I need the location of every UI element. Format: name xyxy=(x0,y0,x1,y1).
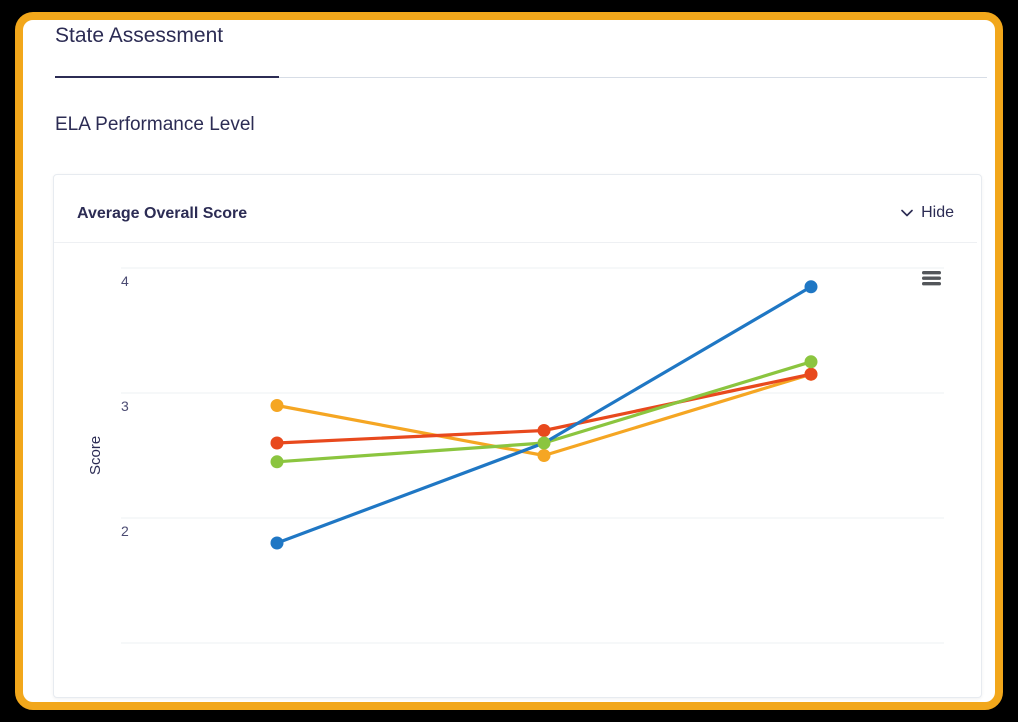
svg-text:4: 4 xyxy=(121,273,129,289)
svg-text:2: 2 xyxy=(121,523,129,539)
svg-text:3: 3 xyxy=(121,398,129,414)
